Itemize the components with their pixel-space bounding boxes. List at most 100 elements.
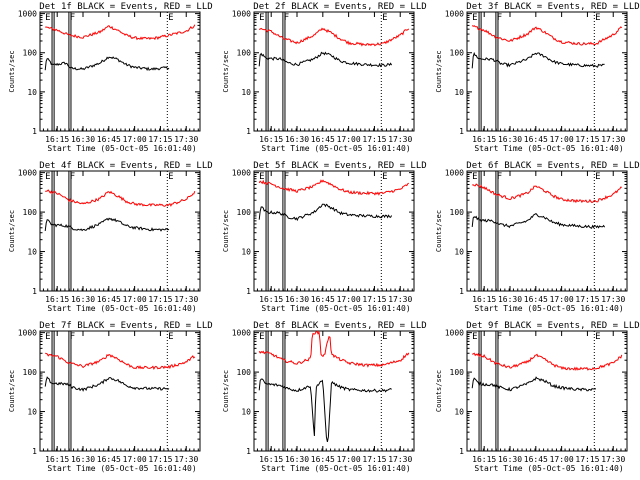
panel-title: Det 4f BLACK = Events, RED = LLD: [39, 161, 212, 171]
x-tick-label: 17:30: [388, 135, 412, 144]
panel-9f: Det 9f BLACK = Events, RED = LLD 1 10 100 10…: [435, 321, 640, 473]
panel-4f: Det 4f BLACK = Events, RED = LLD 1 10 100 10…: [8, 161, 213, 313]
x-tick-label: 17:30: [601, 455, 625, 464]
marker-label: E: [382, 172, 387, 182]
marker-label: E: [45, 13, 50, 23]
marker-label: F: [70, 332, 75, 342]
lld-series-line: [471, 25, 623, 46]
panel-title: Det 5f BLACK = Events, RED = LLD: [253, 161, 426, 171]
events-series-line: [471, 376, 597, 392]
marker-label: F: [497, 172, 502, 182]
y-tick-label: 10: [241, 408, 251, 417]
marker-label: E: [472, 172, 477, 182]
y-axis-title: Counts/sec: [222, 50, 230, 92]
x-axis-title: Start Time (05-Oct-05 16:01:40): [474, 144, 623, 153]
panel-title: Det 8f BLACK = Events, RED = LLD: [253, 321, 426, 331]
marker-label: E: [382, 13, 387, 23]
y-axis-title: Counts/sec: [8, 210, 16, 252]
y-tick-label: 1: [459, 127, 464, 136]
marker-label: E: [259, 13, 264, 23]
x-tick-label: 16:30: [71, 135, 95, 144]
x-tick-label: 16:30: [498, 135, 522, 144]
plot-frame: [39, 330, 201, 452]
y-tick-label: 10: [454, 408, 464, 417]
x-tick-label: 16:15: [259, 295, 283, 304]
x-tick-label: 17:15: [362, 455, 386, 464]
x-tick-label: 16:15: [472, 455, 496, 464]
lld-series-line: [258, 330, 410, 368]
marker-label: E: [595, 13, 600, 23]
x-tick-label: 16:30: [71, 295, 95, 304]
x-tick-label: 16:15: [259, 135, 283, 144]
y-tick-label: 1: [459, 287, 464, 296]
x-tick-label: 16:45: [311, 295, 335, 304]
x-tick-label: 16:30: [285, 295, 309, 304]
y-tick-label: 1: [459, 447, 464, 456]
events-series-line: [471, 213, 606, 229]
lld-series-line: [258, 27, 410, 47]
events-series-line: [44, 376, 170, 392]
x-axis-title: Start Time (05-Oct-05 16:01:40): [261, 304, 410, 313]
marker-label: F: [284, 13, 289, 23]
marker-label: F: [70, 172, 75, 182]
x-tick-label: 16:45: [97, 295, 121, 304]
events-series-line: [44, 217, 170, 232]
x-tick-label: 17:30: [174, 455, 198, 464]
marker-label: E: [259, 172, 264, 182]
events-series-line: [471, 51, 605, 69]
panel-8f: Det 8f BLACK = Events, RED = LLD 1 10 100 10…: [222, 321, 427, 473]
x-tick-label: 17:15: [362, 135, 386, 144]
y-tick-label: 10: [454, 88, 464, 97]
x-tick-label: 17:00: [337, 295, 361, 304]
panel-7f: Det 7f BLACK = Events, RED = LLD 1 10 100 10…: [8, 321, 213, 473]
marker-label: E: [595, 332, 600, 342]
events-series-line: [44, 56, 170, 72]
x-axis-title: Start Time (05-Oct-05 16:01:40): [47, 464, 196, 473]
plot-frame: [466, 330, 628, 452]
y-tick-label: 1000: [232, 169, 251, 178]
y-tick-label: 1000: [445, 169, 464, 178]
panel-title: Det 7f BLACK = Events, RED = LLD: [39, 321, 212, 331]
plot-frame: [253, 330, 415, 452]
x-tick-label: 17:15: [148, 455, 172, 464]
x-tick-label: 16:15: [259, 455, 283, 464]
marker-label: E: [168, 172, 173, 182]
marker-label: E: [259, 332, 264, 342]
y-tick-label: 1000: [232, 329, 251, 338]
x-tick-label: 17:00: [550, 135, 574, 144]
x-tick-label: 16:15: [45, 455, 69, 464]
y-tick-label: 1: [246, 287, 251, 296]
y-tick-label: 10: [241, 88, 251, 97]
x-axis-title: Start Time (05-Oct-05 16:01:40): [261, 144, 410, 153]
x-tick-label: 17:00: [123, 295, 147, 304]
y-tick-label: 10: [27, 248, 37, 257]
y-tick-label: 1: [32, 447, 37, 456]
x-tick-label: 16:15: [472, 295, 496, 304]
marker-label: F: [497, 13, 502, 23]
events-series-line: [258, 203, 393, 222]
x-tick-label: 16:15: [472, 135, 496, 144]
panel-title: Det 2f BLACK = Events, RED = LLD: [253, 2, 426, 12]
y-tick-label: 10: [241, 248, 251, 257]
lld-series-line: [45, 352, 196, 371]
x-tick-label: 17:30: [388, 455, 412, 464]
x-tick-label: 16:30: [498, 455, 522, 464]
y-axis-title: Counts/sec: [435, 210, 443, 252]
x-tick-label: 17:00: [337, 135, 361, 144]
events-series-line: [258, 51, 393, 68]
plot-frame: [466, 11, 628, 132]
y-tick-label: 10: [27, 408, 37, 417]
x-tick-label: 17:15: [575, 135, 599, 144]
x-tick-label: 17:00: [550, 295, 574, 304]
marker-label: E: [382, 332, 387, 342]
y-tick-label: 1: [246, 447, 251, 456]
y-tick-label: 100: [23, 368, 38, 377]
x-tick-label: 16:45: [97, 455, 121, 464]
x-tick-label: 16:45: [524, 135, 548, 144]
marker-label: E: [45, 332, 50, 342]
marker-label: E: [472, 332, 477, 342]
y-tick-label: 100: [450, 368, 465, 377]
y-tick-label: 1000: [18, 169, 37, 178]
x-axis-title: Start Time (05-Oct-05 16:01:40): [261, 464, 410, 473]
